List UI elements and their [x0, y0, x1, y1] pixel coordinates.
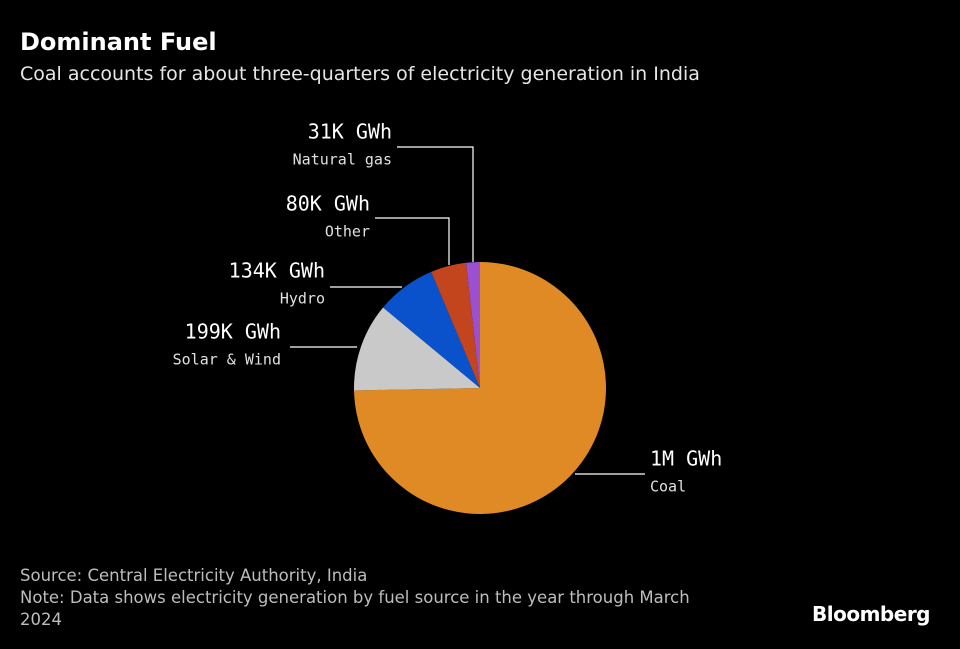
source: Source: Central Electricity Authority, I…: [20, 566, 368, 585]
value-label: 1M GWh: [650, 447, 722, 471]
pie-slice: [354, 262, 606, 514]
category-label: Solar & Wind: [173, 351, 281, 369]
brand-logo: Bloomberg: [812, 602, 930, 626]
category-label: Coal: [650, 478, 686, 496]
pie-slice: [466, 262, 480, 388]
pie-slice: [431, 262, 480, 388]
category-label: Natural gas: [293, 151, 392, 169]
pie-slice: [383, 271, 480, 388]
note: Note: Data shows electricity generation …: [20, 588, 690, 629]
value-label: 134K GWh: [229, 259, 325, 283]
pie-slice: [354, 307, 480, 391]
value-label: 80K GWh: [286, 192, 370, 216]
value-label: 199K GWh: [185, 320, 281, 344]
leader-line: [375, 217, 450, 265]
category-label: Hydro: [280, 290, 325, 308]
category-label: Other: [325, 223, 370, 241]
chart-subtitle: Coal accounts for about three-quarters o…: [20, 63, 700, 85]
leader-line: [397, 146, 474, 262]
chart-title: Dominant Fuel: [20, 28, 217, 56]
value-label: 31K GWh: [308, 120, 392, 144]
